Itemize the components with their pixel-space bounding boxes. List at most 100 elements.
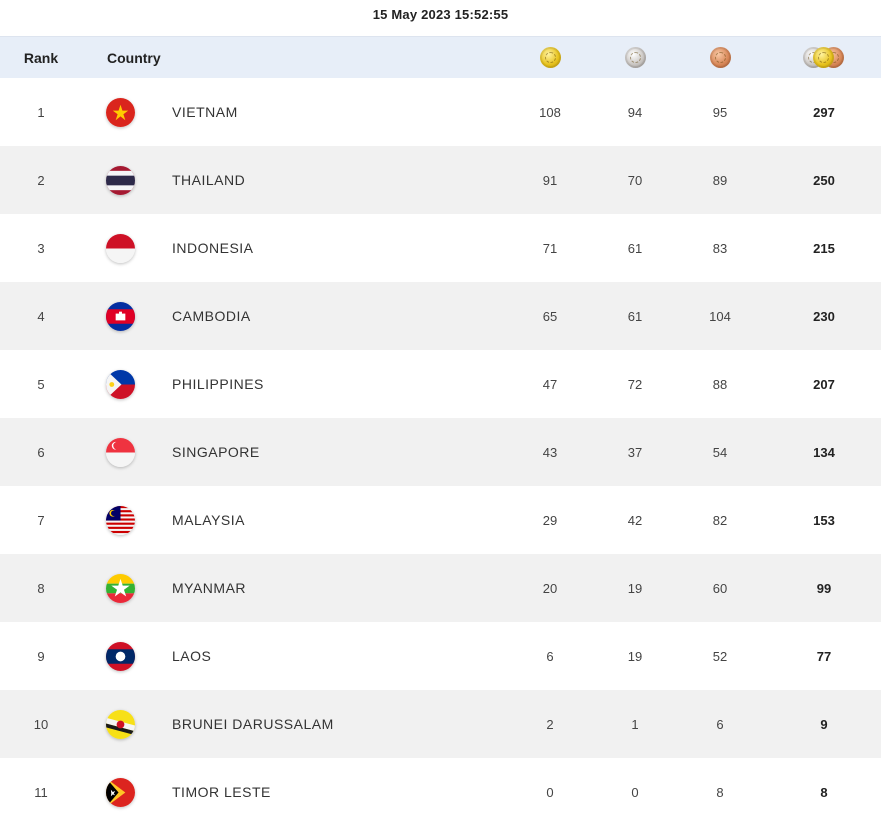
gold-count: 71 bbox=[542, 240, 558, 256]
singapore-flag-icon bbox=[105, 437, 135, 467]
total-count: 8 bbox=[820, 784, 828, 800]
bronze-count: 95 bbox=[712, 104, 728, 120]
philippines-flag-icon bbox=[105, 369, 135, 399]
cambodia-flag-icon bbox=[105, 301, 135, 331]
total-count: 99 bbox=[816, 580, 832, 596]
gold-count: 108 bbox=[539, 104, 561, 120]
rank-value: 8 bbox=[37, 580, 45, 596]
country-name[interactable]: MYANMAR bbox=[172, 580, 247, 596]
total-count: 230 bbox=[813, 308, 835, 324]
country-name[interactable]: PHILIPPINES bbox=[172, 376, 264, 392]
silver-count: 94 bbox=[627, 104, 643, 120]
rank-header-label: Rank bbox=[23, 49, 59, 66]
gold-count: 0 bbox=[546, 784, 554, 800]
total-count: 207 bbox=[813, 376, 835, 392]
rank-column-header[interactable]: Rank bbox=[0, 37, 82, 78]
total-count: 153 bbox=[813, 512, 835, 528]
bronze-medal-icon bbox=[709, 47, 731, 68]
total-count: 134 bbox=[813, 444, 835, 460]
bronze-count: 8 bbox=[716, 784, 724, 800]
country-name[interactable]: SINGAPORE bbox=[172, 444, 260, 460]
table-row[interactable]: 11 TIMOR LESTE 0 0 8 8 bbox=[0, 758, 881, 826]
gold-count: 20 bbox=[542, 580, 558, 596]
country-name[interactable]: VIETNAM bbox=[172, 104, 238, 120]
rank-value: 7 bbox=[37, 512, 45, 528]
silver-count: 0 bbox=[631, 784, 639, 800]
country-name[interactable]: TIMOR LESTE bbox=[172, 784, 271, 800]
table-row[interactable]: 10 BRUNEI DARUSSALAM 2 1 6 9 bbox=[0, 690, 881, 758]
silver-count: 61 bbox=[627, 240, 643, 256]
thailand-flag-icon bbox=[105, 165, 135, 195]
bronze-count: 6 bbox=[716, 716, 724, 732]
total-count: 297 bbox=[813, 104, 835, 120]
rank-value: 11 bbox=[34, 784, 48, 800]
silver-count: 1 bbox=[631, 716, 639, 732]
silver-count: 19 bbox=[627, 580, 643, 596]
total-medals-icon bbox=[803, 46, 845, 69]
rank-value: 1 bbox=[37, 104, 45, 120]
country-name[interactable]: CAMBODIA bbox=[172, 308, 251, 324]
table-row[interactable]: 7 MALAYSIA 29 42 82 153 bbox=[0, 486, 881, 554]
rank-value: 2 bbox=[37, 172, 45, 188]
rank-value: 9 bbox=[37, 648, 45, 664]
table-row[interactable]: 4 CAMBODIA 65 61 104 230 bbox=[0, 282, 881, 350]
gold-count: 6 bbox=[546, 648, 554, 664]
silver-count: 42 bbox=[627, 512, 643, 528]
total-count: 215 bbox=[813, 240, 835, 256]
country-column-header[interactable]: Country bbox=[107, 37, 161, 78]
table-row[interactable]: 1 VIETNAM 108 94 95 297 bbox=[0, 78, 881, 146]
timestamp: 15 May 2023 15:52:55 bbox=[372, 7, 509, 22]
vietnam-flag-icon bbox=[105, 97, 135, 127]
bronze-count: 52 bbox=[712, 648, 728, 664]
country-name[interactable]: BRUNEI DARUSSALAM bbox=[172, 716, 334, 732]
medal-table-body: 1 VIETNAM 108 94 95 297 2 THAILAND 91 70 89 250 3 IND… bbox=[0, 78, 881, 826]
gold-column-header[interactable] bbox=[520, 37, 580, 78]
malaysia-flag-icon bbox=[105, 505, 135, 535]
bronze-count: 83 bbox=[712, 240, 728, 256]
bronze-count: 89 bbox=[712, 172, 728, 188]
silver-count: 19 bbox=[627, 648, 643, 664]
bronze-count: 54 bbox=[712, 444, 728, 460]
gold-medal-icon bbox=[539, 47, 561, 68]
rank-value: 10 bbox=[33, 716, 49, 732]
silver-medal-icon bbox=[624, 47, 646, 68]
table-row[interactable]: 2 THAILAND 91 70 89 250 bbox=[0, 146, 881, 214]
timor-leste-flag-icon bbox=[105, 777, 135, 807]
table-row[interactable]: 6 SINGAPORE 43 37 54 134 bbox=[0, 418, 881, 486]
country-header-label: Country bbox=[107, 49, 161, 66]
rank-value: 6 bbox=[37, 444, 45, 460]
country-name[interactable]: MALAYSIA bbox=[172, 512, 245, 528]
total-column-header[interactable] bbox=[794, 37, 854, 78]
table-row[interactable]: 9 LAOS 6 19 52 77 bbox=[0, 622, 881, 690]
bronze-count: 60 bbox=[712, 580, 728, 596]
gold-count: 65 bbox=[542, 308, 558, 324]
total-count: 9 bbox=[820, 716, 828, 732]
laos-flag-icon bbox=[105, 641, 135, 671]
silver-count: 61 bbox=[627, 308, 643, 324]
bronze-column-header[interactable] bbox=[690, 37, 750, 78]
myanmar-flag-icon bbox=[105, 573, 135, 603]
country-name[interactable]: LAOS bbox=[172, 648, 212, 664]
table-row[interactable]: 8 MYANMAR 20 19 60 99 bbox=[0, 554, 881, 622]
bronze-count: 82 bbox=[712, 512, 728, 528]
rank-value: 3 bbox=[37, 240, 45, 256]
total-count: 77 bbox=[816, 648, 832, 664]
silver-column-header[interactable] bbox=[605, 37, 665, 78]
table-row[interactable]: 3 INDONESIA 71 61 83 215 bbox=[0, 214, 881, 282]
bronze-count: 104 bbox=[709, 308, 731, 324]
table-header: Rank Country bbox=[0, 36, 881, 78]
silver-count: 70 bbox=[627, 172, 643, 188]
table-row[interactable]: 5 PHILIPPINES 47 72 88 207 bbox=[0, 350, 881, 418]
total-count: 250 bbox=[813, 172, 835, 188]
silver-count: 72 bbox=[627, 376, 643, 392]
bronze-count: 88 bbox=[712, 376, 728, 392]
gold-count: 91 bbox=[542, 172, 558, 188]
gold-count: 29 bbox=[542, 512, 558, 528]
country-name[interactable]: THAILAND bbox=[172, 172, 246, 188]
rank-value: 5 bbox=[37, 376, 45, 392]
indonesia-flag-icon bbox=[105, 233, 135, 263]
silver-count: 37 bbox=[627, 444, 643, 460]
rank-value: 4 bbox=[37, 308, 45, 324]
gold-count: 2 bbox=[546, 716, 554, 732]
country-name[interactable]: INDONESIA bbox=[172, 240, 254, 256]
